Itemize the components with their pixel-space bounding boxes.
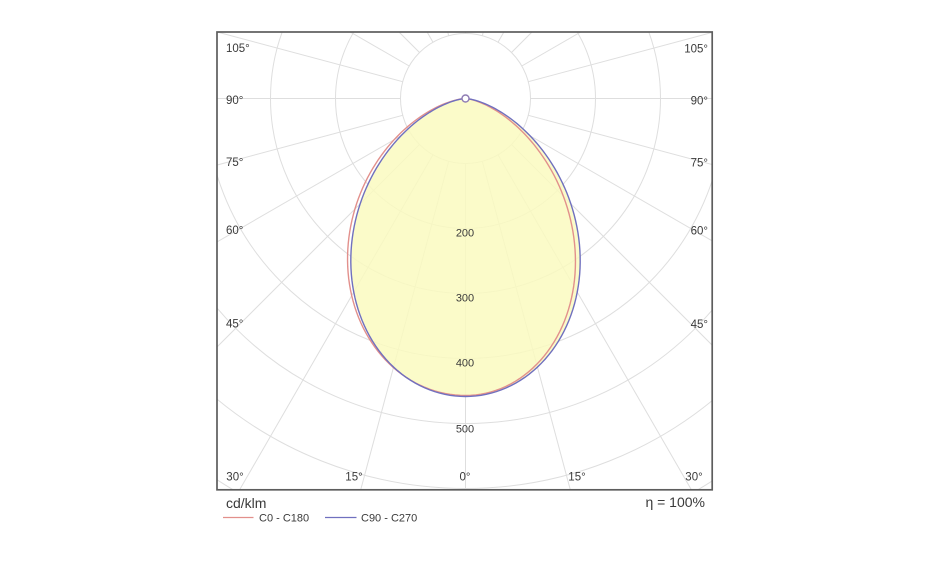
svg-text:C90 - C270: C90 - C270 bbox=[361, 513, 417, 525]
svg-text:45°: 45° bbox=[691, 319, 708, 331]
svg-text:60°: 60° bbox=[691, 225, 708, 237]
svg-text:75°: 75° bbox=[226, 157, 243, 169]
svg-text:0°: 0° bbox=[460, 471, 471, 483]
svg-text:500: 500 bbox=[456, 424, 474, 436]
svg-text:200: 200 bbox=[456, 228, 474, 240]
svg-text:60°: 60° bbox=[226, 225, 243, 237]
svg-text:15°: 15° bbox=[568, 471, 585, 483]
svg-text:30°: 30° bbox=[685, 471, 702, 483]
svg-text:300: 300 bbox=[456, 293, 474, 305]
svg-text:75°: 75° bbox=[691, 157, 708, 169]
svg-text:400: 400 bbox=[456, 358, 474, 370]
svg-text:η = 100%: η = 100% bbox=[645, 494, 705, 510]
svg-text:90°: 90° bbox=[226, 95, 243, 107]
svg-text:30°: 30° bbox=[226, 471, 243, 483]
svg-text:C0 - C180: C0 - C180 bbox=[259, 513, 309, 525]
svg-text:45°: 45° bbox=[226, 319, 243, 331]
svg-text:15°: 15° bbox=[345, 471, 362, 483]
svg-text:90°: 90° bbox=[691, 95, 708, 107]
svg-text:cd/klm: cd/klm bbox=[226, 495, 266, 511]
svg-text:105°: 105° bbox=[226, 43, 250, 55]
svg-text:105°: 105° bbox=[684, 43, 708, 55]
